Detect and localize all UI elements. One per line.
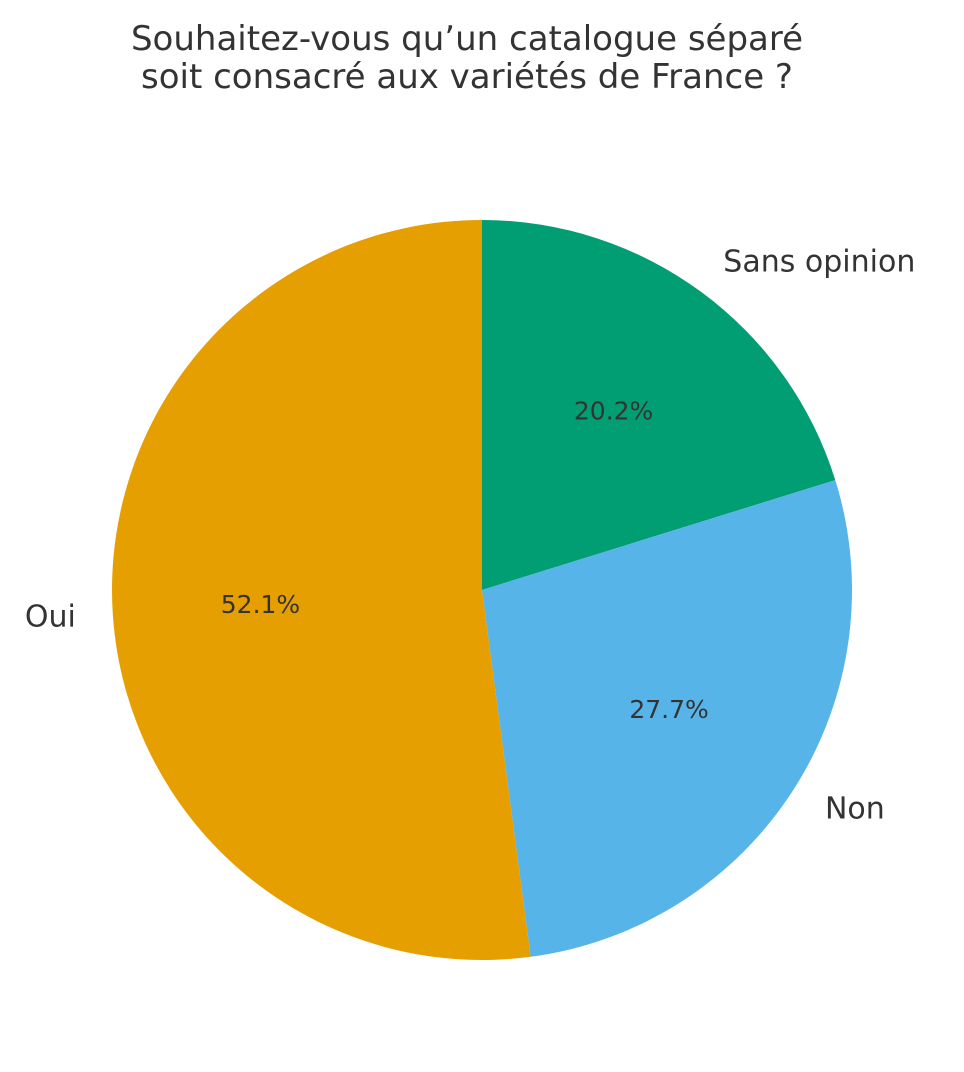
pie-slice-non [482, 480, 852, 957]
category-label-oui: Oui [25, 599, 76, 634]
percent-label-non: 27.7% [629, 695, 708, 724]
category-label-sans-opinion: Sans opinion [723, 245, 915, 280]
percent-label-oui: 52.1% [221, 590, 300, 619]
chart-title-line-1: Souhaitez-vous qu’un catalogue séparé [131, 19, 803, 59]
category-label-non: Non [825, 792, 885, 827]
pie-slice-sans-opinion [482, 220, 836, 590]
percent-label-sans-opinion: 20.2% [574, 397, 653, 426]
pie-slices [111, 220, 852, 960]
pie-slice-oui [111, 220, 531, 960]
pie-labels: Sans opinion 20.2% Non 27.7% Oui 52.1% [25, 245, 915, 827]
chart-title-line-2: soit consacré aux variétés de France ? [141, 57, 793, 97]
